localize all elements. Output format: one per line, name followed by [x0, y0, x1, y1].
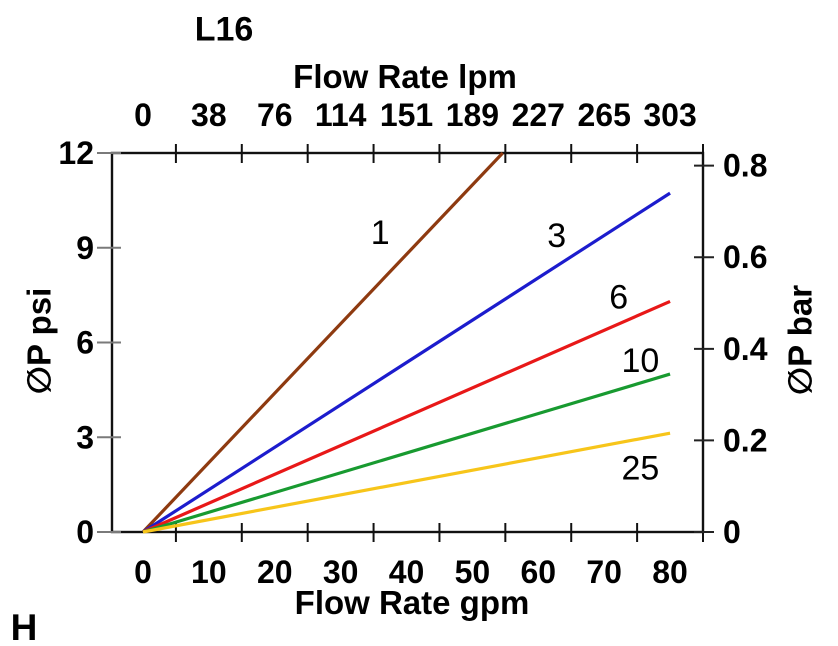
- bottom-tick-label: 80: [652, 554, 688, 590]
- series-line-1: [141, 151, 504, 534]
- series-line-3: [142, 191, 671, 534]
- bottom-tick-label: 40: [389, 554, 425, 590]
- bottom-tick-label: 20: [257, 554, 293, 590]
- series-label-3: 3: [547, 217, 566, 255]
- right-tick-label: 0.8: [723, 148, 767, 184]
- top-tick-label: 151: [380, 97, 433, 133]
- top-tick-label: 76: [257, 97, 293, 133]
- plot-frame: [110, 151, 705, 534]
- bottom-tick-label: 50: [455, 554, 491, 590]
- top-tick-label: 114: [315, 97, 367, 133]
- right-tick-label: 0.4: [723, 331, 768, 367]
- top-axis-title: Flow Rate lpm: [293, 58, 517, 95]
- bottom-tick-label: 0: [134, 554, 152, 590]
- top-tick-label: 38: [191, 97, 227, 133]
- bottom-axis-title: Flow Rate gpm: [294, 584, 530, 621]
- series-label-6: 6: [609, 279, 628, 317]
- series-line-6: [142, 299, 671, 534]
- top-tick-label: 303: [643, 97, 696, 133]
- right-tick-label: 0.6: [723, 239, 767, 275]
- page-corner-label: H: [10, 607, 38, 646]
- bottom-tick-label: 10: [191, 554, 227, 590]
- top-tick-label: 189: [446, 97, 499, 133]
- bottom-tick-label: 70: [586, 554, 622, 590]
- top-tick-label: 265: [577, 97, 630, 133]
- top-tick-label: 0: [134, 97, 152, 133]
- left-tick-label: 12: [58, 135, 94, 171]
- series-line-10: [142, 372, 671, 534]
- series-line-25: [142, 431, 671, 534]
- bottom-tick-label: 60: [520, 554, 556, 590]
- series-label-25: 25: [621, 449, 659, 487]
- series-label-10: 10: [621, 342, 659, 380]
- right-tick-label: 0.2: [723, 422, 767, 458]
- left-tick-label: 9: [76, 230, 94, 266]
- series-label-1: 1: [371, 214, 390, 252]
- chart-title: L16: [194, 10, 254, 49]
- top-tick-label: 227: [512, 97, 565, 133]
- left-tick-label: 6: [76, 325, 94, 361]
- bottom-tick-label: 30: [323, 554, 359, 590]
- right-tick-label: 0: [723, 514, 741, 550]
- left-tick-label: 0: [76, 514, 94, 550]
- left-tick-label: 3: [76, 419, 94, 455]
